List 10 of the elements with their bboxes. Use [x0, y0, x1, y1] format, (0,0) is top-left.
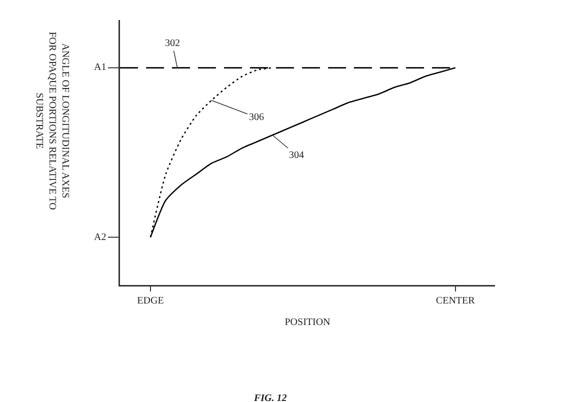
x-tick-label: EDGE: [137, 296, 164, 306]
x-tick-label: CENTER: [436, 296, 476, 306]
text: A1: [94, 62, 106, 73]
x-axis-title: POSITION: [284, 316, 330, 328]
caption: FIG. 12: [253, 393, 287, 402]
text: A2: [94, 232, 106, 243]
annotation: 306: [249, 112, 264, 123]
annotation: 302: [165, 38, 180, 49]
annotation: 304: [289, 150, 304, 161]
y-axis-title: ANGLE OF LONGITUDINAL AXES FOR OPAQUE PORTIONS RELATIVE TO SUBSTRATE: [34, 32, 71, 210]
